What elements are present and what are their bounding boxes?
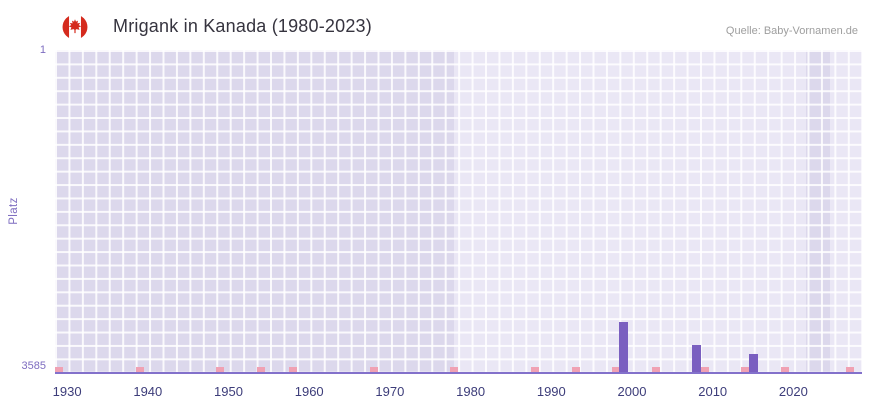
x-tick-label: 2010: [698, 384, 728, 399]
x-axis-ticks: 1930 1940 1950 1960 1970 1980 1990 2000 2010 2020: [52, 384, 862, 402]
background-band: [805, 50, 830, 372]
chart-bar[interactable]: [748, 354, 758, 372]
x-tick-label: 1970: [375, 384, 405, 399]
baseline-marker[interactable]: [135, 367, 144, 372]
y-tick-bottom: 3585: [21, 360, 46, 372]
y-axis-label: Platz: [8, 197, 20, 225]
baseline-marker[interactable]: [700, 367, 709, 372]
x-tick-label: 1990: [536, 384, 566, 399]
plot-area: [55, 50, 862, 374]
x-tick-label: 1930: [52, 384, 82, 399]
baseline-marker[interactable]: [55, 367, 64, 372]
chart-bar[interactable]: [692, 344, 702, 372]
canada-flag-icon: [62, 14, 88, 40]
y-tick-top: 1: [39, 44, 46, 56]
background-band: [55, 50, 455, 372]
chart-bar[interactable]: [619, 322, 629, 372]
x-tick-label: 1980: [456, 384, 486, 399]
baseline-marker[interactable]: [450, 367, 459, 372]
baseline-marker[interactable]: [571, 367, 580, 372]
x-tick-label: 1960: [294, 384, 324, 399]
baseline-marker[interactable]: [845, 367, 854, 372]
baseline-marker[interactable]: [531, 367, 540, 372]
baseline-marker[interactable]: [289, 367, 298, 372]
x-tick-label: 1950: [214, 384, 243, 399]
baseline-marker[interactable]: [216, 367, 225, 372]
x-tick-label: 2020: [778, 384, 808, 399]
x-tick-label: 1940: [133, 384, 163, 399]
baseline-marker[interactable]: [256, 367, 265, 372]
baseline-marker[interactable]: [652, 367, 661, 372]
baseline-marker[interactable]: [781, 367, 790, 372]
page-title: Mrigank in Kanada (1980-2023): [113, 16, 372, 36]
source-label: Quelle: Baby-Vornamen.de: [725, 25, 858, 37]
baseline-marker[interactable]: [369, 367, 378, 372]
x-tick-label: 2000: [617, 384, 647, 399]
